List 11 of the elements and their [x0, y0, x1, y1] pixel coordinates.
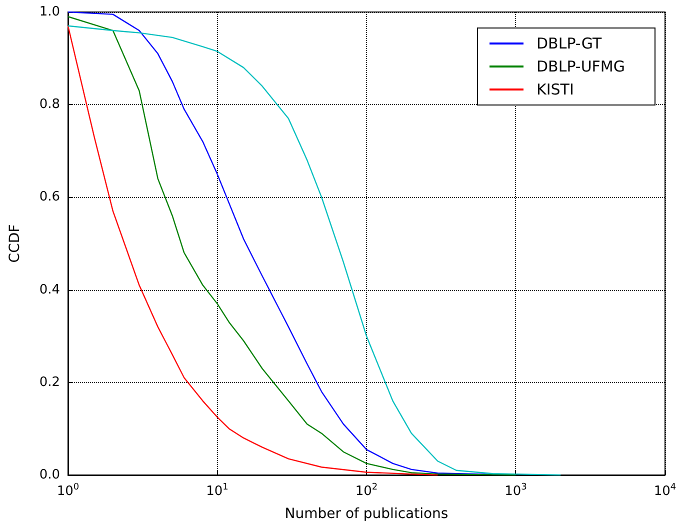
- y-tick-label: 0.0: [39, 468, 60, 482]
- y-tick-label: 0.2: [39, 374, 60, 390]
- legend-label: KISTI: [536, 80, 574, 98]
- x-axis-title: Number of publications: [284, 506, 448, 522]
- y-tick-label: 0.6: [39, 190, 60, 205]
- legend-label: DBLP-GT: [536, 34, 602, 52]
- legend-label: DBLP-UFMG: [536, 58, 625, 76]
- y-axis-title: CCDF: [7, 224, 23, 263]
- y-tick-label: 1.0: [39, 4, 60, 20]
- y-tick-label: 0.4: [39, 282, 60, 298]
- y-tick-label: 0.8: [39, 97, 60, 112]
